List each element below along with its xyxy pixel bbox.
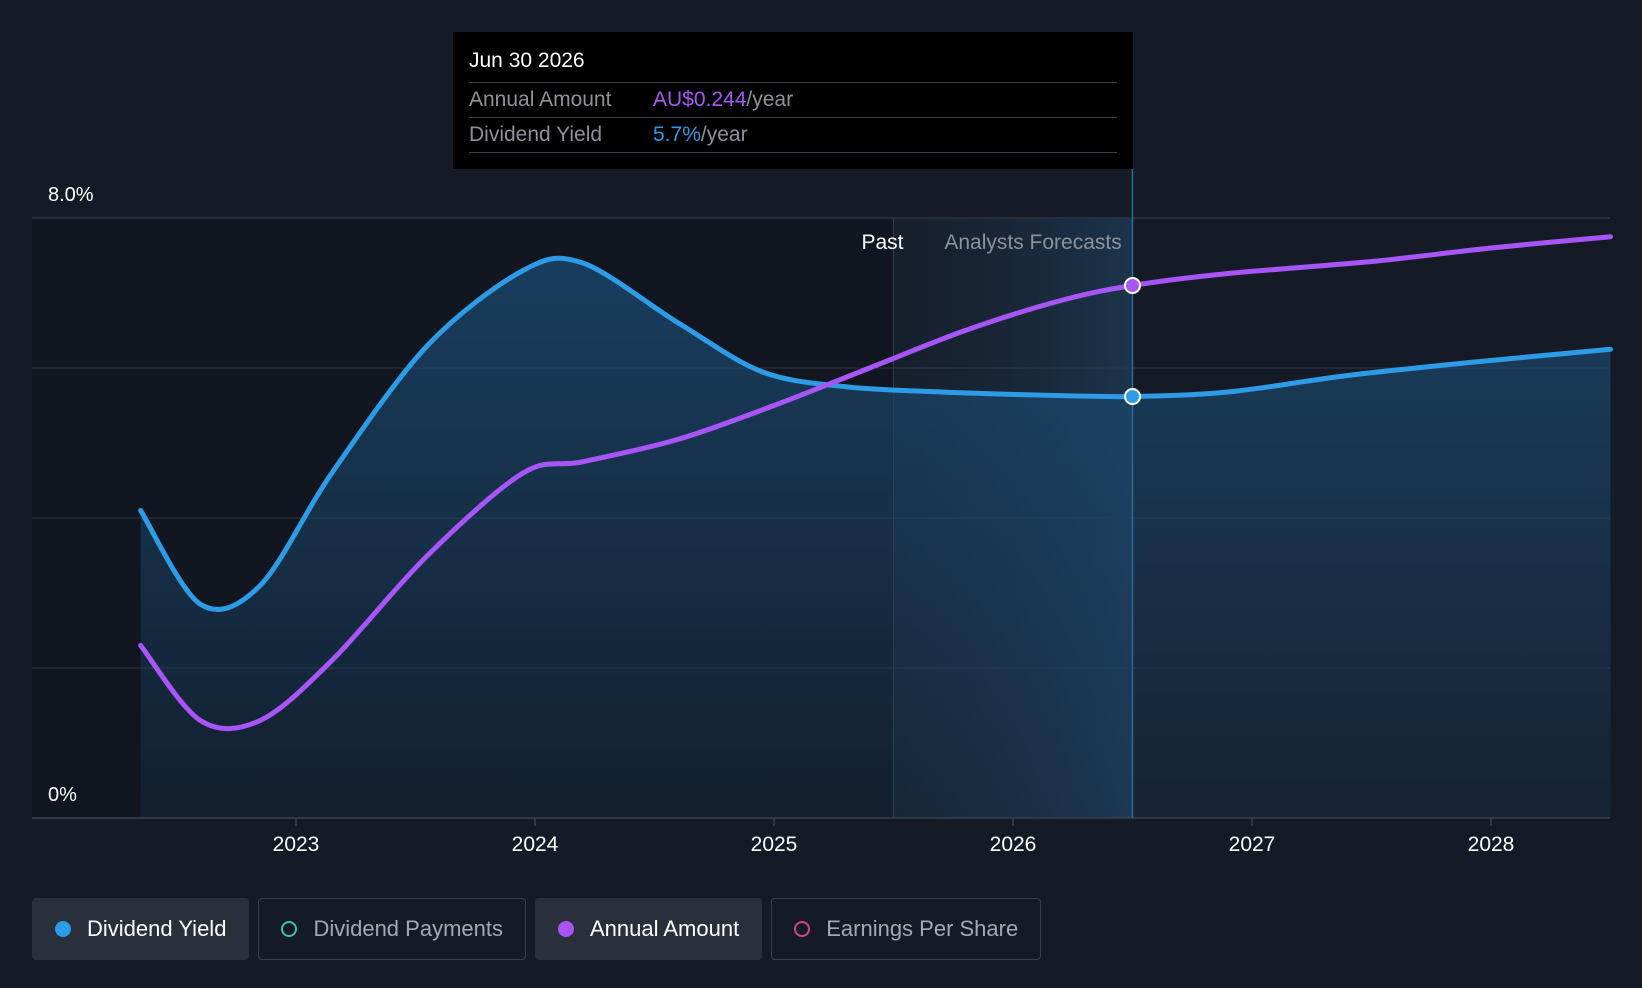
x-tick-label: 2023 [273,833,320,856]
x-tick-label: 2028 [1468,833,1515,856]
x-tick-label: 2027 [1229,833,1276,856]
tooltip-value: 5.7% [653,123,701,146]
x-axis: 2023 2024 2025 2026 2027 2028 [273,818,1515,856]
dividend-yield-area [140,258,1611,818]
chart-tooltip: Jun 30 2026 Annual Amount AU$0.244 /year… [453,32,1133,169]
legend-label: Dividend Yield [87,916,227,941]
tooltip-unit: /year [746,88,794,111]
dividend-yield-dot-icon [55,921,71,937]
legend: Dividend Yield Dividend Payments Annual … [32,898,1042,960]
legend-dividend-payments-button[interactable]: Dividend Payments [258,898,526,960]
earnings-per-share-dot-icon [794,921,811,937]
analysts-forecasts-label: Analysts Forecasts [944,231,1121,254]
x-tick-label: 2025 [751,833,798,856]
annual-amount-dot-icon [557,921,574,937]
legend-annual-amount-button[interactable]: Annual Amount [534,898,763,960]
legend-dividend-yield-button[interactable]: Dividend Yield [32,898,250,960]
legend-label: Annual Amount [589,916,740,941]
tooltip-label: Annual Amount [469,88,612,111]
tooltip-date: Jun 30 2026 [469,49,585,72]
tooltip-unit: /year [700,123,748,146]
dividend-yield-marker [1124,388,1141,405]
x-tick-label: 2024 [512,833,559,856]
legend-earnings-per-share-button[interactable]: Earnings Per Share [771,898,1042,960]
tooltip-value: AU$0.244 [653,88,747,111]
past-label: Past [861,231,903,254]
annual-amount-marker [1124,277,1141,294]
legend-label: Dividend Payments [313,916,503,941]
tooltip-label: Dividend Yield [469,123,603,146]
x-tick-label: 2026 [990,833,1037,856]
legend-label: Earnings Per Share [826,916,1019,941]
dividend-payments-dot-icon [281,921,298,937]
y-axis-max-label: 8.0% [48,184,94,206]
dividend-yield-line [138,255,1613,612]
y-axis-min-label: 0% [48,784,77,806]
tooltip-row-annual-amount: Annual Amount AU$0.244 /year [469,82,1117,117]
tooltip-row-dividend-yield: Dividend Yield 5.7% /year [469,117,1117,153]
annual-amount-line [138,234,1613,732]
